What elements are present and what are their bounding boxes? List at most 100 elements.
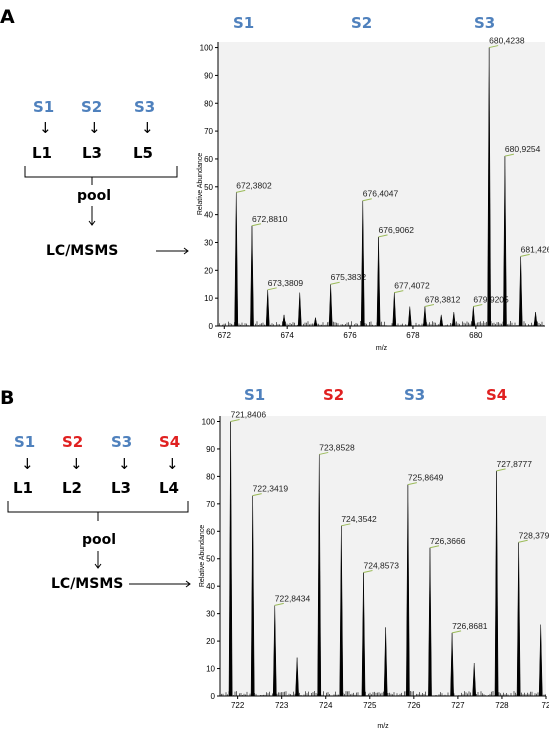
peak-label: 672,3802 <box>236 180 272 190</box>
panel-letter-b: B <box>0 387 15 409</box>
y-axis-label: Relative Abundance <box>197 153 204 215</box>
peak-label-tick <box>473 304 483 307</box>
y-tick-label: 10 <box>206 665 215 674</box>
x-tick-label: 724 <box>319 701 333 710</box>
peak-label: 728,3791 <box>519 530 549 540</box>
x-tick-label: 672 <box>218 331 232 340</box>
workflow-b-sample-4: S4 <box>159 433 181 451</box>
peak-label: 672,8810 <box>252 214 288 224</box>
workflow-b-lane-3: L3 <box>111 479 131 497</box>
peak-label: 676,9062 <box>379 225 415 235</box>
y-tick-label: 40 <box>204 211 213 220</box>
x-tick-label: 722 <box>231 701 245 710</box>
peak-label-tick <box>504 153 515 157</box>
peak-label-tick <box>451 630 462 634</box>
workflow-b-connectors <box>7 501 189 569</box>
y-axis-label: Relative Abundance <box>199 525 206 587</box>
mass-spectrum-a: 672,3802 672,8810 673,3809 675,3832 676,4047… <box>197 36 549 352</box>
peak-label: 680,4238 <box>489 36 525 46</box>
workflow-b-lane-1: L1 <box>13 479 33 497</box>
workflow-a-lane-3: L5 <box>133 144 153 162</box>
peak-label: 722,8434 <box>275 593 311 603</box>
down-arrow-icon: ↓ <box>39 119 52 137</box>
x-tick-label: 674 <box>280 331 294 340</box>
peak-label-tick <box>429 545 440 549</box>
peak-label: 727,8777 <box>497 459 533 469</box>
peak-label-tick <box>378 234 388 238</box>
peak-label: 677,4072 <box>394 281 430 291</box>
peak-label: 722,3419 <box>253 484 289 494</box>
workflow-a-sample-2: S2 <box>81 98 103 116</box>
peak-group-label-a-3: S3 <box>474 14 496 32</box>
peak-label: 680,9254 <box>505 144 541 154</box>
y-tick-label: 20 <box>206 637 215 646</box>
peak-label-tick <box>251 223 262 227</box>
peak-group-label-a-1: S1 <box>233 14 255 32</box>
y-tick-label: 0 <box>209 322 214 331</box>
peak-label: 721,8406 <box>231 409 267 419</box>
peak-label: 726,8681 <box>452 621 488 631</box>
y-tick-label: 10 <box>204 294 213 303</box>
peak-label: 675,3832 <box>331 272 367 282</box>
x-tick-label: 725 <box>363 701 377 710</box>
peak-label-tick <box>424 304 435 307</box>
workflow-a-sample-1: S1 <box>33 98 55 116</box>
peak-label-tick <box>274 602 284 606</box>
peak-label-tick <box>230 419 240 422</box>
workflow-b-lane-4: L4 <box>159 479 179 497</box>
x-tick-label: 726 <box>407 701 421 710</box>
workflow-a-lane-1: L1 <box>32 144 52 162</box>
peak-group-label-b-4: S4 <box>486 386 508 404</box>
y-tick-label: 100 <box>200 44 214 53</box>
down-arrow-icon: ↓ <box>166 455 179 473</box>
peak-label: 681,4263 <box>521 244 549 254</box>
workflow-b-sample-2: S2 <box>62 433 84 451</box>
peak-label: 726,3666 <box>430 536 466 546</box>
workflow-a-sample-3: S3 <box>134 98 156 116</box>
peak-label: 724,8573 <box>363 560 399 570</box>
down-arrow-icon: ↓ <box>70 455 83 473</box>
right-arrow-icon <box>156 247 189 255</box>
y-tick-label: 60 <box>206 527 215 536</box>
x-axis-label: m/z <box>376 345 388 352</box>
down-arrow-icon: ↓ <box>118 455 131 473</box>
workflow-b-pool: pool <box>82 532 117 548</box>
peak-label: 673,3809 <box>268 278 304 288</box>
peak-label-tick <box>496 468 506 472</box>
workflow-a-lcms: LC/MSMS <box>46 243 119 259</box>
peak-label-tick <box>407 482 417 486</box>
workflow-a-lane-2: L3 <box>82 144 102 162</box>
x-tick-label: 727 <box>451 701 465 710</box>
y-tick-label: 30 <box>204 238 213 247</box>
y-tick-label: 50 <box>204 183 213 192</box>
y-tick-label: 100 <box>202 417 216 426</box>
peak-group-label-b-1: S1 <box>244 386 266 404</box>
right-arrow-icon <box>129 580 191 588</box>
y-tick-label: 60 <box>204 155 213 164</box>
workflow-b-lcms: LC/MSMS <box>51 576 124 592</box>
peak-label-tick <box>520 253 530 257</box>
peak-label-tick <box>341 523 351 527</box>
y-tick-label: 90 <box>204 71 213 80</box>
y-tick-label: 70 <box>206 500 215 509</box>
peak-label-tick <box>330 281 340 285</box>
y-tick-label: 70 <box>204 127 213 136</box>
peak-label-tick <box>319 451 329 455</box>
peak-label-tick <box>394 290 404 294</box>
workflow-b-sample-3: S3 <box>111 433 133 451</box>
peak-label-tick <box>252 493 262 497</box>
down-arrow-icon: ↓ <box>141 119 154 137</box>
x-axis-label: m/z <box>377 723 389 730</box>
x-tick-label: 72 <box>542 701 549 710</box>
x-tick-label: 676 <box>343 331 357 340</box>
workflow-a-connectors <box>24 166 178 226</box>
peak-label-tick <box>363 569 373 573</box>
workflow-b-lane-2: L2 <box>62 479 82 497</box>
peak-label-tick <box>362 198 372 202</box>
workflow-a-pool: pool <box>77 188 112 204</box>
down-arrow-icon: ↓ <box>21 455 34 473</box>
peak-label: 724,3542 <box>341 514 377 524</box>
peak-label-tick <box>489 45 499 49</box>
peak-label-tick <box>236 189 246 193</box>
peak-label: 679,9205 <box>473 295 509 305</box>
